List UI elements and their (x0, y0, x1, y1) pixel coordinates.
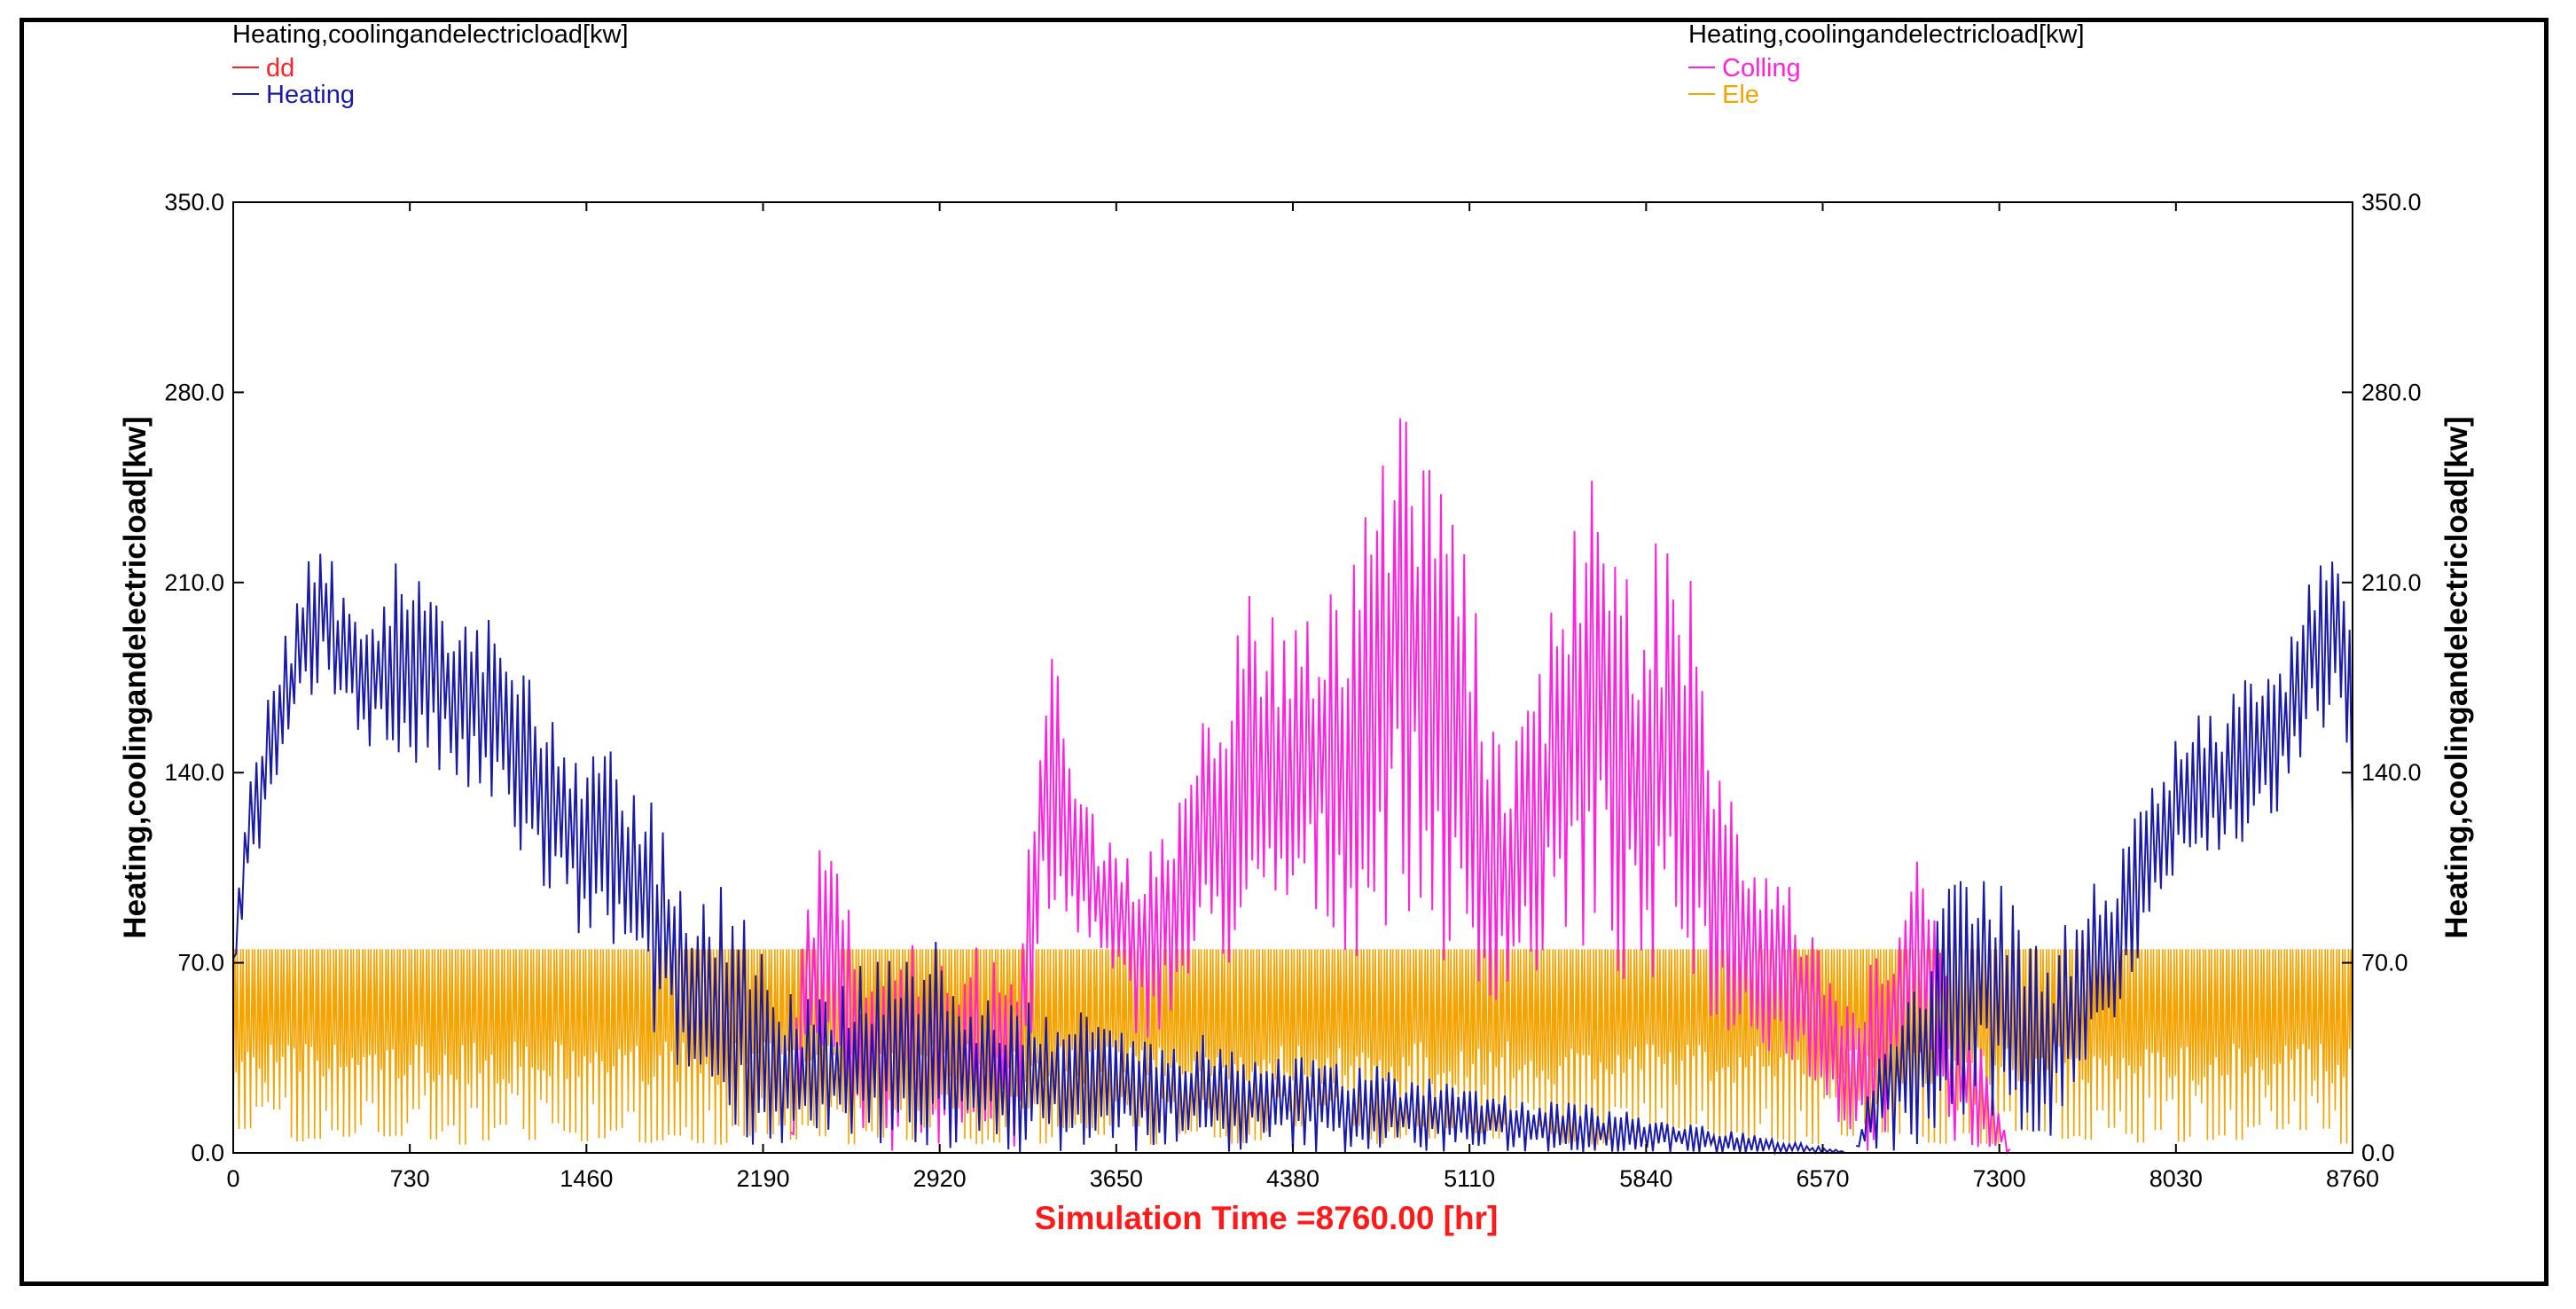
x-tick-label-5840: 5840 (1619, 1165, 1672, 1192)
legend-entry-colling: Colling (1722, 54, 1801, 82)
x-tick-label-0: 0 (226, 1165, 239, 1192)
ticks-layer: 0 730 1460 2190 2920 3650 4380 5110 5840 6570 7300… (164, 189, 2421, 1192)
y-tick-label-left-350: 350.0 (164, 189, 224, 216)
x-tick-label-3650: 3650 (1090, 1165, 1143, 1192)
x-axis-label: Simulation Time =8760.00 [hr] (1035, 1200, 1499, 1236)
y-tick-label-right-140: 140.0 (2361, 759, 2422, 786)
series-heating-line (232, 553, 2353, 1156)
series-layer (232, 418, 2353, 1156)
legend-entry-heating: Heating (266, 81, 355, 109)
legend-left-title: Heating,coolingandelectricload[kw] (232, 20, 629, 49)
legend-left: Heating,coolingandelectricload[kw] dd He… (232, 20, 629, 109)
y-tick-label-left-140: 140.0 (164, 759, 224, 786)
x-tick-label-8760: 8760 (2326, 1165, 2379, 1192)
y-tick-label-right-210: 210.0 (2361, 569, 2422, 596)
y-tick-label-left-210: 210.0 (164, 569, 224, 596)
x-tick-label-2920: 2920 (913, 1165, 967, 1192)
y-axis-label-right: Heating,coolingandelectricload[kw] (2439, 416, 2474, 938)
legend-entry-ele: Ele (1722, 81, 1759, 109)
y-tick-label-left-70: 70.0 (177, 950, 224, 976)
y-axis-label-left: Heating,coolingandelectricload[kw] (118, 416, 153, 938)
legend-right: Heating,coolingandelectricload[kw] Colli… (1688, 20, 2085, 109)
x-tick-label-4380: 4380 (1266, 1165, 1319, 1192)
y-tick-label-left-0: 0.0 (191, 1140, 224, 1166)
x-tick-label-730: 730 (390, 1165, 430, 1192)
series-ele-line (232, 949, 2353, 1145)
y-tick-label-right-280: 280.0 (2361, 379, 2422, 405)
x-tick-label-7300: 7300 (1973, 1165, 2026, 1192)
y-tick-label-right-70: 70.0 (2361, 950, 2408, 976)
x-tick-label-8030: 8030 (2149, 1165, 2203, 1192)
y-tick-label-left-280: 280.0 (164, 379, 224, 405)
series-colling-line (790, 418, 2011, 1156)
x-tick-label-5110: 5110 (1444, 1165, 1495, 1192)
x-tick-label-1460: 1460 (560, 1165, 613, 1192)
y-tick-label-right-350: 350.0 (2361, 189, 2422, 216)
x-tick-label-2190: 2190 (736, 1165, 789, 1192)
x-tick-label-6570: 6570 (1796, 1165, 1849, 1192)
legend-entry-dd: dd (266, 54, 294, 82)
y-tick-label-right-0: 0.0 (2361, 1140, 2395, 1166)
legend-right-title: Heating,coolingandelectricload[kw] (1688, 20, 2085, 49)
